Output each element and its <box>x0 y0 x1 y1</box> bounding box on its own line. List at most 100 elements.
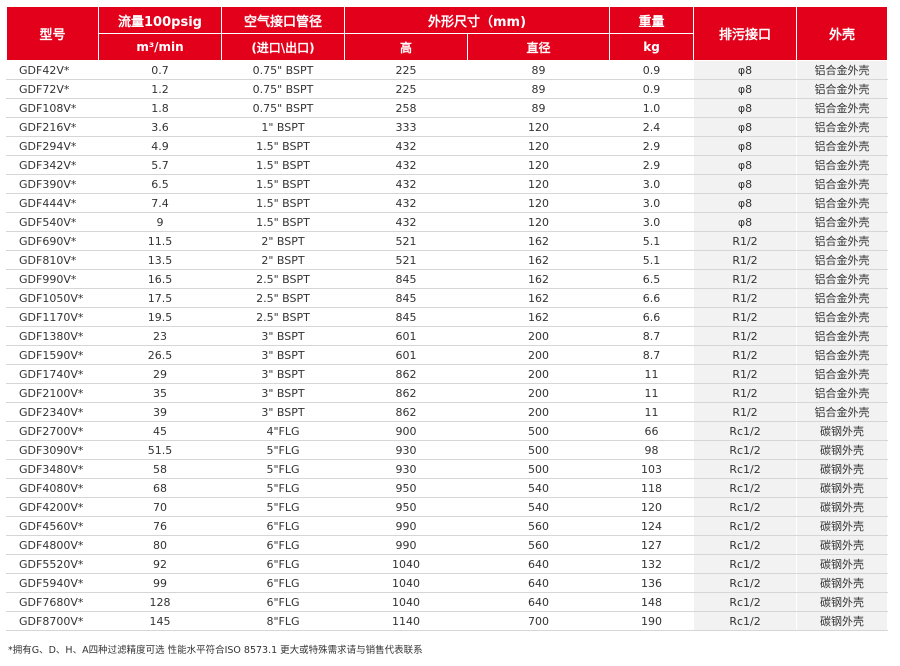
cell-port: 3" BSPT <box>221 402 345 422</box>
cell-housing: 铝合金外壳 <box>796 231 889 251</box>
cell-height: 845 <box>344 307 468 327</box>
cell-diameter: 162 <box>466 288 611 308</box>
cell-housing: 铝合金外壳 <box>796 117 889 137</box>
cell-flow: 13.5 <box>98 250 222 270</box>
cell-housing: 铝合金外壳 <box>796 307 889 327</box>
cell-weight: 136 <box>609 573 695 593</box>
cell-drain: R1/2 <box>693 383 798 403</box>
cell-height: 900 <box>344 421 468 441</box>
cell-diameter: 200 <box>466 345 611 365</box>
cell-housing: 铝合金外壳 <box>796 402 889 422</box>
cell-model: GDF1590V* <box>6 345 99 365</box>
cell-weight: 1.0 <box>609 98 695 118</box>
table-row: GDF4080V* 68 5"FLG 950 540 118 Rc1/2 碳钢外壳 <box>6 478 889 498</box>
cell-port: 3" BSPT <box>221 383 345 403</box>
cell-model: GDF1170V* <box>6 307 99 327</box>
cell-height: 1040 <box>344 573 468 593</box>
cell-height: 1040 <box>344 592 468 612</box>
cell-port: 2.5" BSPT <box>221 288 345 308</box>
cell-drain: φ8 <box>693 136 798 156</box>
cell-flow: 23 <box>98 326 222 346</box>
cell-weight: 11 <box>609 364 695 384</box>
cell-housing: 铝合金外壳 <box>796 383 889 403</box>
cell-flow: 9 <box>98 212 222 232</box>
cell-diameter: 560 <box>466 535 611 555</box>
cell-weight: 3.0 <box>609 174 695 194</box>
cell-height: 432 <box>344 174 468 194</box>
cell-housing: 碳钢外壳 <box>796 516 889 536</box>
cell-housing: 铝合金外壳 <box>796 79 889 99</box>
cell-height: 845 <box>344 269 468 289</box>
cell-height: 990 <box>344 535 468 555</box>
cell-port: 6"FLG <box>221 535 345 555</box>
cell-flow: 70 <box>98 497 222 517</box>
cell-weight: 98 <box>609 440 695 460</box>
cell-drain: R1/2 <box>693 364 798 384</box>
cell-port: 2" BSPT <box>221 231 345 251</box>
cell-diameter: 89 <box>466 60 611 80</box>
cell-port: 0.75" BSPT <box>221 79 345 99</box>
cell-port: 1.5" BSPT <box>221 193 345 213</box>
cell-drain: Rc1/2 <box>693 535 798 555</box>
cell-height: 845 <box>344 288 468 308</box>
cell-port: 2" BSPT <box>221 250 345 270</box>
cell-port: 6"FLG <box>221 554 345 574</box>
cell-drain: Rc1/2 <box>693 478 798 498</box>
cell-weight: 120 <box>609 497 695 517</box>
cell-weight: 103 <box>609 459 695 479</box>
cell-housing: 铝合金外壳 <box>796 326 889 346</box>
cell-diameter: 540 <box>466 497 611 517</box>
cell-drain: φ8 <box>693 174 798 194</box>
cell-drain: R1/2 <box>693 307 798 327</box>
cell-port: 5"FLG <box>221 478 345 498</box>
header-model: 型号 <box>6 6 99 61</box>
header-diameter: 直径 <box>466 33 611 61</box>
cell-diameter: 120 <box>466 155 611 175</box>
cell-flow: 7.4 <box>98 193 222 213</box>
table-row: GDF690V* 11.5 2" BSPT 521 162 5.1 R1/2 铝合金外壳 <box>6 231 889 251</box>
cell-model: GDF42V* <box>6 60 99 80</box>
cell-height: 862 <box>344 364 468 384</box>
cell-height: 1140 <box>344 611 468 631</box>
cell-drain: Rc1/2 <box>693 516 798 536</box>
cell-height: 601 <box>344 326 468 346</box>
cell-height: 333 <box>344 117 468 137</box>
cell-flow: 0.7 <box>98 60 222 80</box>
cell-model: GDF2340V* <box>6 402 99 422</box>
table-row: GDF3090V* 51.5 5"FLG 930 500 98 Rc1/2 碳钢外壳 <box>6 440 889 460</box>
cell-weight: 0.9 <box>609 79 695 99</box>
cell-model: GDF1380V* <box>6 326 99 346</box>
cell-model: GDF5940V* <box>6 573 99 593</box>
cell-height: 225 <box>344 60 468 80</box>
cell-flow: 26.5 <box>98 345 222 365</box>
cell-port: 1.5" BSPT <box>221 174 345 194</box>
table-row: GDF5520V* 92 6"FLG 1040 640 132 Rc1/2 碳钢外壳 <box>6 554 889 574</box>
cell-flow: 45 <box>98 421 222 441</box>
table-row: GDF2700V* 45 4"FLG 900 500 66 Rc1/2 碳钢外壳 <box>6 421 889 441</box>
cell-weight: 3.0 <box>609 212 695 232</box>
cell-weight: 5.1 <box>609 231 695 251</box>
cell-flow: 58 <box>98 459 222 479</box>
cell-weight: 127 <box>609 535 695 555</box>
cell-weight: 190 <box>609 611 695 631</box>
cell-port: 1.5" BSPT <box>221 136 345 156</box>
table-row: GDF5940V* 99 6"FLG 1040 640 136 Rc1/2 碳钢外壳 <box>6 573 889 593</box>
table-row: GDF1590V* 26.5 3" BSPT 601 200 8.7 R1/2 铝合金外壳 <box>6 345 889 365</box>
cell-height: 1040 <box>344 554 468 574</box>
cell-flow: 76 <box>98 516 222 536</box>
cell-model: GDF4800V* <box>6 535 99 555</box>
cell-drain: φ8 <box>693 193 798 213</box>
cell-model: GDF2700V* <box>6 421 99 441</box>
header-weight-unit: kg <box>609 33 695 61</box>
cell-port: 1.5" BSPT <box>221 212 345 232</box>
cell-diameter: 500 <box>466 459 611 479</box>
cell-flow: 92 <box>98 554 222 574</box>
cell-drain: R1/2 <box>693 250 798 270</box>
cell-diameter: 120 <box>466 117 611 137</box>
header-dims: 外形尺寸（mm) <box>343 6 611 34</box>
table-row: GDF390V* 6.5 1.5" BSPT 432 120 3.0 φ8 铝合金外壳 <box>6 174 889 194</box>
cell-model: GDF690V* <box>6 231 99 251</box>
table-row: GDF540V* 9 1.5" BSPT 432 120 3.0 φ8 铝合金外壳 <box>6 212 889 232</box>
cell-diameter: 120 <box>466 193 611 213</box>
